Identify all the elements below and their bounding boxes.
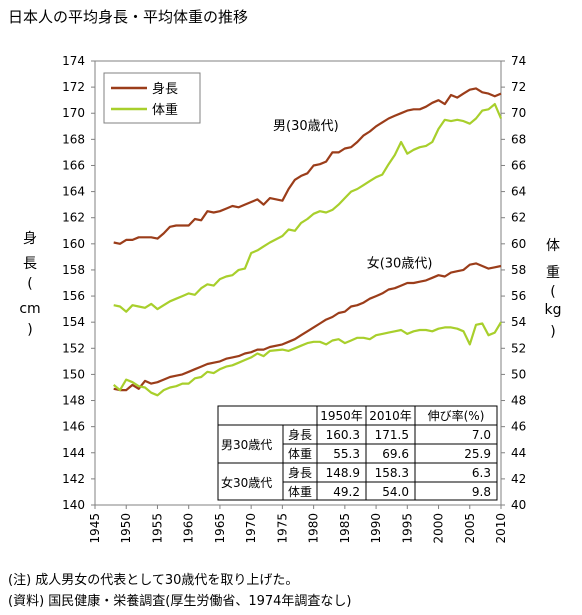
- right-axis-label: kg: [545, 302, 562, 318]
- table-group-label: 女30歳代: [221, 475, 272, 490]
- left-axis-label: ): [27, 322, 32, 338]
- right-tick-label: 70: [511, 106, 526, 120]
- left-tick-label: 148: [62, 394, 85, 408]
- x-tick-label: 2000: [432, 513, 446, 544]
- legend-label-1: 体重: [152, 102, 178, 118]
- right-tick-label: 74: [511, 54, 526, 68]
- x-tick-label: 2005: [463, 513, 477, 544]
- x-tick-label: 1945: [88, 513, 102, 544]
- left-tick-label: 152: [62, 341, 85, 355]
- x-tick-label: 2010: [494, 513, 508, 544]
- footnote-note: (注) 成人男女の代表として30歳代を取り上げた。: [8, 573, 299, 588]
- right-tick-label: 56: [511, 289, 526, 303]
- x-tick-label: 1970: [244, 513, 258, 544]
- table-cell: 158.3: [375, 466, 409, 480]
- right-axis-label: (: [550, 284, 555, 300]
- table-cell: 55.3: [333, 447, 360, 461]
- left-tick-label: 162: [62, 211, 85, 225]
- left-tick-label: 142: [62, 472, 85, 486]
- right-tick-label: 68: [511, 132, 526, 146]
- x-tick-label: 1950: [119, 513, 133, 544]
- table-cell: 体重: [288, 485, 312, 499]
- right-tick-label: 60: [511, 237, 526, 251]
- table-cell: 148.9: [326, 466, 360, 480]
- table-cell: 9.8: [472, 485, 491, 499]
- table-cell: 54.0: [382, 485, 409, 499]
- right-tick-label: 46: [511, 420, 526, 434]
- x-tick-label: 1965: [213, 513, 227, 544]
- x-tick-label: 1985: [338, 513, 352, 544]
- left-tick-label: 158: [62, 263, 85, 277]
- x-tick-label: 1975: [275, 513, 289, 544]
- left-tick-label: 164: [62, 185, 85, 199]
- table-cell: 7.0: [472, 428, 491, 442]
- right-tick-label: 54: [511, 315, 526, 329]
- legend-box: [103, 72, 201, 124]
- table-header-cell: 伸び率(%): [428, 408, 485, 423]
- data-table-box: [217, 405, 498, 501]
- table-header-cell: 2010年: [369, 409, 412, 423]
- right-tick-label: 44: [511, 446, 526, 460]
- left-axis-label: 長: [23, 256, 37, 272]
- series-line-2: [113, 262, 502, 392]
- series-line-1: [113, 102, 503, 313]
- left-tick-label: 172: [62, 80, 85, 94]
- table-group-label: 男30歳代: [221, 438, 272, 452]
- left-tick-label: 156: [62, 289, 85, 303]
- x-tick-label: 1990: [369, 513, 383, 544]
- right-tick-label: 72: [511, 80, 526, 94]
- x-tick-label: 1980: [307, 513, 321, 544]
- table-cell: 6.3: [472, 466, 491, 480]
- table-cell: 160.3: [326, 428, 360, 442]
- series-annotation-0: 男(30歳代): [273, 119, 339, 134]
- right-tick-label: 64: [511, 185, 526, 199]
- right-tick-label: 66: [511, 158, 526, 172]
- table-cell: 69.6: [382, 447, 409, 461]
- table-cell: 身長: [288, 465, 312, 480]
- left-tick-label: 154: [62, 315, 85, 329]
- table-cell: 身長: [288, 427, 312, 442]
- x-tick-label: 1955: [150, 513, 164, 544]
- right-tick-label: 42: [511, 472, 526, 486]
- table-cell: 体重: [288, 447, 312, 461]
- left-tick-label: 174: [62, 54, 85, 68]
- right-tick-label: 48: [511, 394, 526, 408]
- left-axis-label: 身: [23, 231, 37, 247]
- x-tick-label: 1960: [182, 513, 196, 544]
- table-cell: 49.2: [333, 485, 360, 499]
- left-tick-label: 170: [62, 106, 85, 120]
- table-cell: 171.5: [375, 428, 409, 442]
- series-annotation-1: 女(30歳代): [367, 255, 433, 271]
- right-tick-label: 58: [511, 263, 526, 277]
- right-axis-label: 体: [546, 238, 560, 254]
- right-tick-label: 40: [511, 498, 526, 512]
- legend-label-0: 身長: [152, 81, 178, 97]
- footnote-source: (資料) 国民健康・栄養調査(厚生労働省、1974年調査なし): [8, 594, 352, 609]
- right-tick-label: 52: [511, 341, 526, 355]
- left-tick-label: 160: [62, 237, 85, 251]
- page-title: 日本人の平均身長・平均体重の推移: [8, 8, 249, 26]
- left-axis-label: cm: [19, 301, 40, 317]
- left-tick-label: 144: [62, 446, 85, 460]
- left-tick-label: 140: [62, 498, 85, 512]
- left-tick-label: 146: [62, 420, 85, 434]
- left-tick-label: 166: [62, 158, 85, 172]
- left-axis-label: (: [27, 276, 32, 292]
- right-axis-label: 重: [546, 265, 560, 281]
- right-tick-label: 50: [511, 367, 526, 381]
- series-line-0: [113, 87, 502, 245]
- right-axis-label: ): [550, 324, 555, 340]
- left-tick-label: 150: [62, 367, 85, 381]
- table-cell: 25.9: [464, 447, 491, 461]
- series-line-3: [112, 321, 502, 397]
- right-tick-label: 62: [511, 211, 526, 225]
- left-tick-label: 168: [62, 132, 85, 146]
- x-tick-label: 1995: [400, 513, 414, 544]
- table-header-cell: 1950年: [320, 409, 363, 423]
